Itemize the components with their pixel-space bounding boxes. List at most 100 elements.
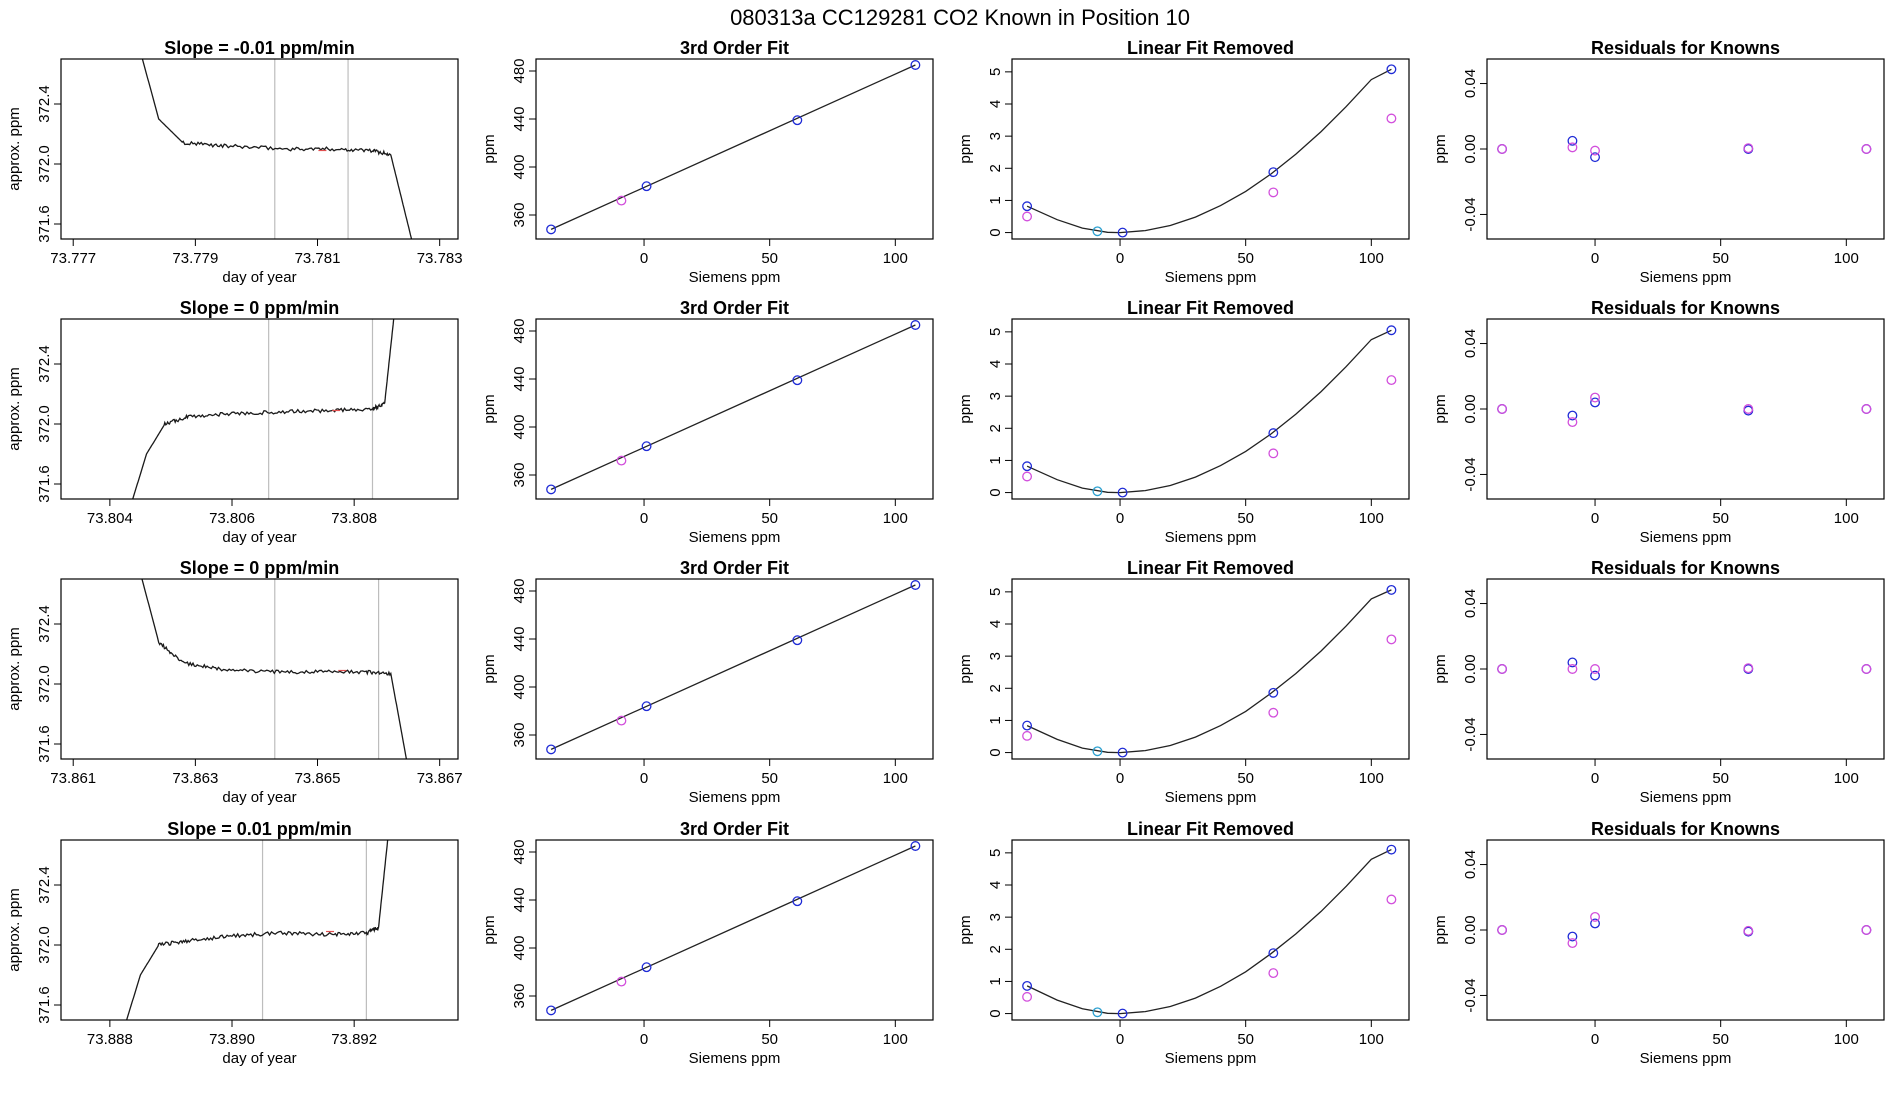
y-tick-label: 372.0 [36,665,53,703]
y-tick-label: -0.04 [1462,197,1479,231]
y-tick-label: 440 [511,887,528,912]
plot-frame [60,318,459,500]
plot-data [1497,392,1872,428]
data-point-magenta [1743,143,1754,154]
data-point-blue [910,320,921,330]
y-tick-label: 360 [511,202,528,227]
co2-trace-line [125,840,389,1020]
panel-r1-trace: Slope = -0.01 ppm/min 73.777 73.779 73.781 7… [6,38,463,286]
plot-data [1497,911,1872,949]
data-point-blue [1590,918,1600,929]
x-tick-label: 100 [883,250,908,267]
co2-trace-line [141,579,408,759]
y-axis-label: approx. ppm [6,367,23,450]
x-tick-label: 0 [1116,770,1124,787]
x-axis-label: day of year [222,529,296,546]
y-axis-label: ppm [481,394,498,423]
data-point-cyan [1092,226,1103,237]
panel-title: 3rd Order Fit [680,298,789,318]
x-tick-label: 100 [883,1031,908,1048]
y-tick-label: 371.6 [36,205,53,243]
plot-data [546,320,921,495]
data-point-blue [910,580,921,590]
data-point-magenta [1022,991,1033,1002]
panel-title: Linear Fit Removed [1127,38,1294,58]
panel-r3-linear-removed: Linear Fit Removed 0 50 100 0 1 2 3 4 5 Siemens pp… [957,558,1410,806]
data-point-blue [1386,584,1397,595]
y-axis-label: ppm [481,915,498,944]
y-axis-label: ppm [957,394,974,423]
panel-r1-fit: 3rd Order Fit 0 50 100 360 400 440 480 Siemens p… [481,38,934,286]
data-point-magenta [1268,968,1279,979]
data-point-magenta [616,195,627,206]
data-point-magenta [1497,664,1508,674]
panel-r4-residuals: Residuals for Knowns 0 50 100 -0.04 0.00 0.04 S… [1432,819,1885,1067]
co2-trace-line [141,59,413,239]
data-point-blue [641,441,652,452]
fit-line [550,324,916,490]
y-axis-label: ppm [957,915,974,944]
panel-title: Residuals for Knowns [1591,38,1780,58]
y-tick-label: 0.00 [1462,654,1479,683]
y-tick-label: 480 [511,58,528,83]
data-point-magenta [1497,144,1508,154]
x-tick-label: 50 [1237,510,1254,527]
plot-data [1022,844,1397,1019]
plot-data [1497,657,1872,681]
data-point-blue [546,484,557,495]
y-axis-label: ppm [1432,394,1449,423]
data-point-blue [1567,657,1578,668]
data-point-blue [910,60,921,70]
data-point-magenta [616,455,627,466]
y-tick-label: 480 [511,578,528,603]
y-tick-label: 0.00 [1462,915,1479,944]
y-tick-label: 440 [511,626,528,651]
x-tick-label: 73.865 [295,770,341,787]
y-tick-label: 360 [511,722,528,747]
data-point-magenta [1861,925,1872,935]
data-point-magenta [1567,664,1578,674]
data-point-magenta [1590,911,1600,922]
y-tick-label: 3 [987,652,1004,660]
x-tick-label: 100 [1359,770,1384,787]
y-tick-label: 4 [987,620,1004,628]
panel-r2-linear-removed: Linear Fit Removed 0 50 100 0 1 2 3 4 5 Siemens pp… [957,298,1410,546]
y-tick-label: 4 [987,100,1004,108]
panel-title: Slope = 0 ppm/min [180,298,340,318]
data-point-magenta [1743,925,1754,936]
data-point-magenta [1022,471,1033,482]
plot-frame [1486,839,1885,1021]
data-point-blue [1117,227,1128,238]
y-tick-label: 372.4 [36,85,53,123]
plot-frame [1011,839,1410,1021]
x-tick-label: 50 [761,510,778,527]
data-point-blue [1590,670,1600,681]
panel-title: Linear Fit Removed [1127,558,1294,578]
y-tick-label: 440 [511,366,528,391]
x-axis-label: Siemens ppm [689,789,781,806]
x-tick-label: 50 [1237,1031,1254,1048]
plot-frame [1486,578,1885,760]
panel-title: Slope = 0 ppm/min [180,558,340,578]
x-tick-label: 100 [883,510,908,527]
y-tick-label: 5 [987,849,1004,857]
fit-line [550,845,916,1011]
panel-r3-trace: Slope = 0 ppm/min 73.861 73.863 73.865 73.86… [6,558,463,806]
y-tick-label: 400 [511,935,528,960]
x-axis-label: Siemens ppm [689,529,781,546]
data-point-magenta [1567,142,1578,153]
y-tick-label: 480 [511,839,528,864]
panel-r3-residuals: Residuals for Knowns 0 50 100 -0.04 0.00 0.04 S… [1432,558,1885,806]
y-tick-label: 371.6 [36,725,53,763]
plot-frame [535,578,934,760]
data-point-magenta [1590,664,1600,674]
y-tick-label: 371.6 [36,986,53,1024]
x-tick-label: 100 [1359,510,1384,527]
data-point-magenta [616,976,627,987]
x-tick-label: 73.863 [172,770,218,787]
y-tick-label: 0.04 [1462,589,1479,618]
x-tick-label: 100 [1834,1031,1859,1048]
panel-title: Residuals for Knowns [1591,558,1780,578]
data-point-magenta [1590,392,1600,403]
